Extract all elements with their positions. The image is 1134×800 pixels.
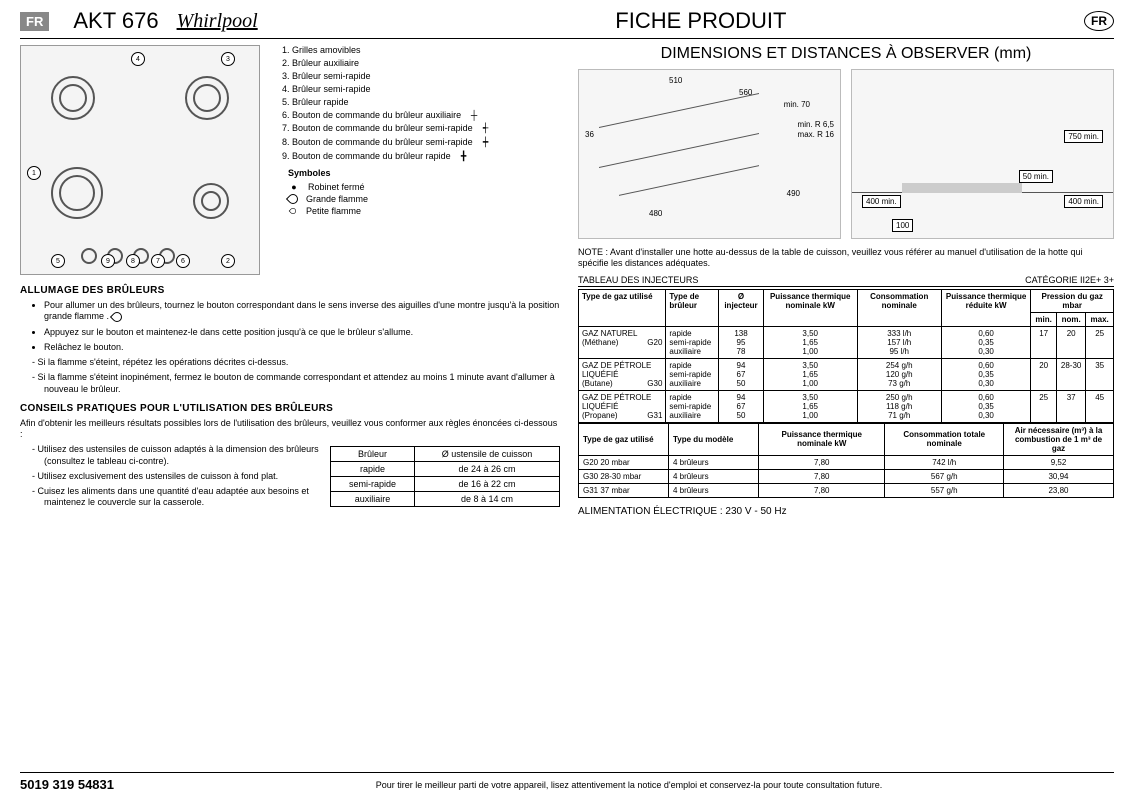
knob-icon: ┼	[467, 110, 481, 120]
right-column: DIMENSIONS ET DISTANCES À OBSERVER (mm) …	[578, 45, 1114, 517]
list-item: Appuyez sur le bouton et maintenez-le da…	[44, 327, 560, 338]
tips-intro: Afin d'obtenir les meilleurs résultats p…	[20, 418, 560, 441]
list-item: Utilisez des ustensiles de cuisson adapt…	[44, 444, 320, 467]
legend-item: Brûleur semi-rapide	[292, 84, 560, 94]
legend-item: Brûleur semi-rapide	[292, 71, 560, 81]
left-column: 4 3 1 5 9 8 7 6 2 Grilles amovibles Brûl…	[20, 45, 560, 517]
injector-title: TABLEAU DES INJECTEURS CATÉGORIE II2E+ 3…	[578, 275, 1114, 287]
ignition-heading: ALLUMAGE DES BRÛLEURS	[20, 285, 560, 296]
big-flame-icon	[109, 310, 123, 324]
knob-icon: ┿	[479, 137, 493, 148]
table-row: G30 28-30 mbar4 brûleurs7,80567 g/h30,94	[579, 469, 1114, 483]
table-row: GAZ NATUREL(Méthane)G20rapidesemi-rapide…	[579, 326, 1114, 358]
document-code: 5019 319 54831	[20, 777, 114, 792]
dimensions-heading: DIMENSIONS ET DISTANCES À OBSERVER (mm)	[578, 45, 1114, 63]
legend-item: Bouton de commande du brûleur auxiliaire…	[292, 110, 560, 120]
header: FR AKT 676 Whirlpool FICHE PRODUIT FR	[20, 8, 1114, 39]
dimensions-diagram-clearance: 750 min. 400 min. 400 min. 50 min. 100	[851, 69, 1114, 239]
legend-item: Bouton de commande du brûleur semi-rapid…	[292, 137, 560, 148]
list-item: Si la flamme s'éteint, répétez les opéra…	[44, 357, 560, 368]
table-row: auxiliairede 8 à 14 cm	[331, 492, 560, 507]
table-row: semi-rapidede 16 à 22 cm	[331, 477, 560, 492]
legend-list: Grilles amovibles Brûleur auxiliaire Brû…	[274, 45, 560, 162]
lang-badge-left: FR	[20, 12, 49, 31]
page-title: FICHE PRODUIT	[318, 8, 1084, 34]
tips-heading: CONSEILS PRATIQUES POUR L'UTILISATION DE…	[20, 403, 560, 414]
table-row: rapidede 24 à 26 cm	[331, 462, 560, 477]
table-row: GAZ DE PÉTROLE LIQUÉFIÉ(Propane)G31rapid…	[579, 390, 1114, 422]
list-item: Relâchez le bouton.	[44, 342, 560, 353]
footer: 5019 319 54831 Pour tirer le meilleur pa…	[20, 772, 1114, 792]
big-flame-icon	[286, 192, 300, 206]
list-item: Si la flamme s'éteint inopinément, ferme…	[44, 372, 560, 395]
lang-badge-right: FR	[1084, 11, 1114, 31]
ignition-steps: Pour allumer un des brûleurs, tournez le…	[20, 300, 560, 353]
footer-text: Pour tirer le meilleur parti de votre ap…	[144, 780, 1114, 790]
symbol-row: Grande flamme	[288, 194, 560, 204]
brand-logo: Whirlpool	[177, 10, 258, 33]
legend-item: Grilles amovibles	[292, 45, 560, 55]
injector-table: Type de gaz utilisé Type de brûleur Ø in…	[578, 289, 1114, 423]
symbols-heading: Symboles	[288, 168, 560, 178]
legend-item: Bouton de commande du brûleur semi-rapid…	[292, 123, 560, 134]
table-row: GAZ DE PÉTROLE LIQUÉFIÉ(Butane)G30rapide…	[579, 358, 1114, 390]
list-item: Utilisez exclusivement des ustensiles de…	[44, 471, 320, 482]
legend-item: Bouton de commande du brûleur rapide╋	[292, 151, 560, 162]
knob-icon: ┽	[479, 123, 493, 134]
legend-item: Brûleur auxiliaire	[292, 58, 560, 68]
utensil-table: BrûleurØ ustensile de cuisson rapidede 2…	[330, 446, 560, 507]
closed-valve-icon: ●	[288, 182, 300, 192]
dimensions-diagram-cutout: 510 560 36 480 490 min. R 6,5 max. R 16 …	[578, 69, 841, 239]
symbol-row: ●Robinet fermé	[288, 182, 560, 192]
list-item: Cuisez les aliments dans une quantité d'…	[44, 486, 320, 509]
tips-list: Utilisez des ustensiles de cuisson adapt…	[20, 444, 320, 512]
product-photo: 4 3 1 5 9 8 7 6 2	[20, 45, 260, 275]
electrical-spec: ALIMENTATION ÉLECTRIQUE : 230 V - 50 Hz	[578, 506, 1114, 517]
list-item: Pour allumer un des brûleurs, tournez le…	[44, 300, 560, 323]
hood-note: NOTE : Avant d'installer une hotte au-de…	[578, 247, 1114, 269]
ignition-notes: Si la flamme s'éteint, répétez les opéra…	[20, 357, 560, 395]
table-row: G31 37 mbar4 brûleurs7,80557 g/h23,80	[579, 483, 1114, 497]
symbol-row: Petite flamme	[288, 206, 560, 216]
legend: Grilles amovibles Brûleur auxiliaire Brû…	[274, 45, 560, 275]
totals-table: Type de gaz utilisé Type du modèle Puiss…	[578, 423, 1114, 498]
table-row: G20 20 mbar4 brûleurs7,80742 l/h9,52	[579, 455, 1114, 469]
legend-item: Brûleur rapide	[292, 97, 560, 107]
knob-icon: ╋	[457, 151, 471, 162]
model-number: AKT 676	[73, 8, 158, 34]
small-flame-icon	[289, 207, 297, 215]
